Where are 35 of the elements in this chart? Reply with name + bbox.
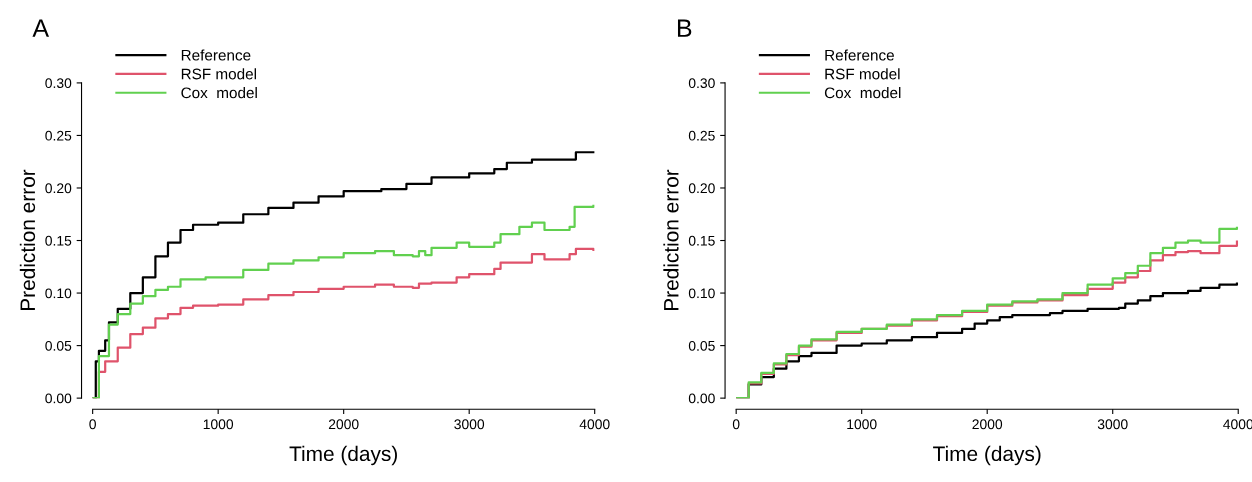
y-tick-label: 0.20 [45, 183, 72, 194]
x-axis-title: Time (days) [289, 445, 397, 466]
x-tick-label: 0 [732, 419, 740, 430]
x-tick-label: 3000 [1097, 419, 1128, 430]
y-tick-label: 0.15 [688, 235, 715, 246]
y-tick-label: 0.20 [688, 183, 715, 194]
legend-label: Reference [181, 49, 251, 61]
y-tick-label: 0.15 [45, 235, 72, 246]
y-axis-title: Prediction error [663, 169, 679, 311]
legend-label: Cox model [824, 87, 901, 99]
x-tick-label: 0 [89, 419, 96, 430]
y-tick-label: 0.00 [688, 393, 715, 404]
legend-label: RSF model [825, 68, 900, 80]
y-tick-label: 0.30 [688, 78, 715, 89]
y-tick-label: 0.25 [45, 130, 72, 141]
x-tick-label: 4000 [579, 419, 610, 430]
x-tick-label: 2000 [972, 419, 1003, 430]
chart-title: A [32, 19, 50, 37]
y-tick-label: 0.10 [45, 288, 72, 299]
legend-label: Reference [825, 49, 894, 61]
y-axis-title: Prediction error [19, 169, 36, 311]
y-tick-label: 0.30 [45, 78, 72, 89]
y-tick-label: 0.10 [688, 288, 715, 299]
y-tick-label: 0.00 [45, 393, 72, 404]
legend-label: Cox model [181, 87, 257, 99]
x-tick-label: 2000 [328, 419, 359, 430]
x-tick-label: 1000 [847, 419, 877, 430]
y-tick-label: 0.25 [688, 130, 715, 141]
x-axis-title: Time (days) [933, 445, 1041, 466]
x-tick-label: 1000 [203, 419, 234, 430]
chart-title: B [677, 19, 692, 37]
y-tick-label: 0.05 [45, 340, 72, 351]
x-tick-label: 3000 [454, 419, 485, 430]
y-tick-label: 0.05 [688, 340, 715, 351]
legend-label: RSF model [181, 68, 256, 80]
